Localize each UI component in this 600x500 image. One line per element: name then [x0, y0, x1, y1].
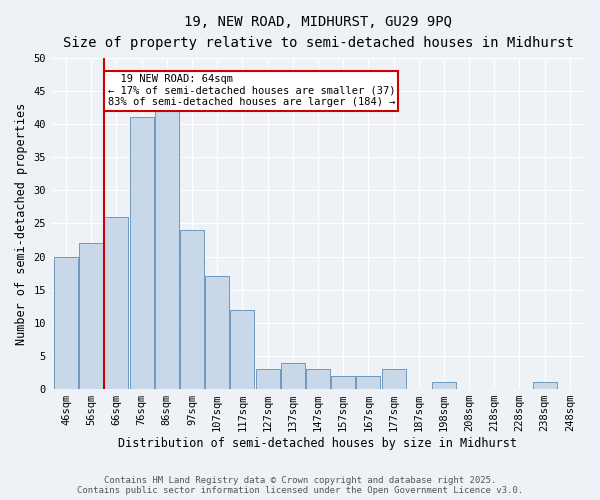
Bar	[256, 369, 280, 389]
Bar	[155, 110, 179, 389]
Bar	[104, 217, 128, 389]
Text: Contains HM Land Registry data © Crown copyright and database right 2025.
Contai: Contains HM Land Registry data © Crown c…	[77, 476, 523, 495]
Bar	[180, 230, 204, 389]
Bar	[281, 362, 305, 389]
Bar	[79, 244, 103, 389]
Title: 19, NEW ROAD, MIDHURST, GU29 9PQ
Size of property relative to semi-detached hous: 19, NEW ROAD, MIDHURST, GU29 9PQ Size of…	[62, 15, 574, 50]
Bar	[331, 376, 355, 389]
Bar	[205, 276, 229, 389]
Bar	[533, 382, 557, 389]
Y-axis label: Number of semi-detached properties: Number of semi-detached properties	[15, 102, 28, 344]
Bar	[382, 369, 406, 389]
Bar	[130, 118, 154, 389]
X-axis label: Distribution of semi-detached houses by size in Midhurst: Distribution of semi-detached houses by …	[118, 437, 517, 450]
Bar	[54, 256, 78, 389]
Bar	[432, 382, 456, 389]
Bar	[306, 369, 330, 389]
Bar	[230, 310, 254, 389]
Bar	[356, 376, 380, 389]
Text: 19 NEW ROAD: 64sqm
← 17% of semi-detached houses are smaller (37)
83% of semi-de: 19 NEW ROAD: 64sqm ← 17% of semi-detache…	[107, 74, 395, 108]
